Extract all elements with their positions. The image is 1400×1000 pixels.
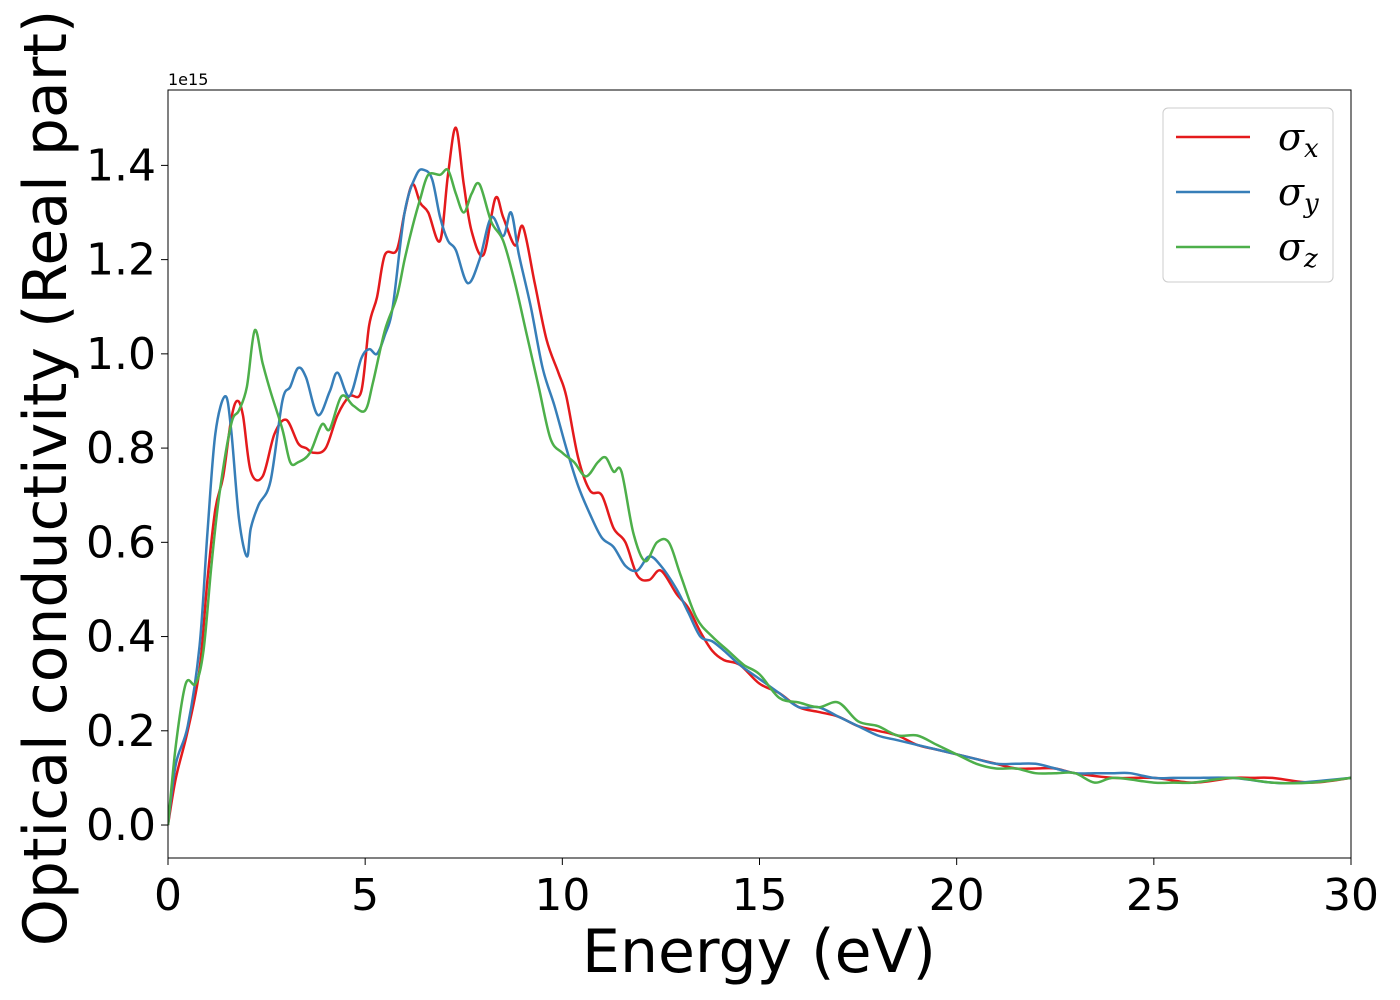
y-tick-label: 0.6	[86, 517, 156, 568]
legend-items: σx σy σz	[1176, 115, 1319, 274]
series-layer	[168, 126, 1351, 826]
x-axis-title: Energy (eV)	[582, 917, 936, 987]
legend: σx σy σz	[1162, 107, 1334, 283]
legend-box	[1162, 107, 1334, 283]
y-axis-title: Optical conductivity (Real part)	[11, 10, 81, 947]
legend-label-x: σx	[1278, 115, 1319, 164]
x-tick-label: 30	[1323, 870, 1379, 921]
y-tick-label: 0.0	[86, 800, 156, 851]
plot-area	[168, 90, 1351, 858]
x-tick-label: 10	[534, 870, 590, 921]
series-line-z	[168, 168, 1351, 826]
x-tick-label: 15	[732, 870, 788, 921]
y-tick-label: 1.0	[86, 329, 156, 380]
y-tick-label: 1.4	[86, 140, 156, 191]
y-tick-label: 0.8	[86, 423, 156, 474]
x-tick-label: 25	[1126, 870, 1182, 921]
x-tick-label: 0	[154, 870, 182, 921]
x-axis-ticks: 0 5 10 15 20 25 30	[154, 858, 1379, 921]
legend-label-y: σy	[1278, 170, 1319, 219]
x-tick-label: 20	[929, 870, 985, 921]
series-line-y	[168, 168, 1351, 826]
y-tick-label: 0.2	[86, 706, 156, 757]
legend-label-z: σz	[1278, 225, 1318, 274]
y-tick-label: 1.2	[86, 235, 156, 286]
x-tick-label: 5	[351, 870, 379, 921]
y-axis-ticks: 0.0 0.2 0.4 0.6 0.8 1.0 1.2 1.4	[86, 140, 168, 851]
y-offset-label: 1e15	[168, 70, 208, 89]
y-tick-label: 0.4	[86, 612, 156, 663]
